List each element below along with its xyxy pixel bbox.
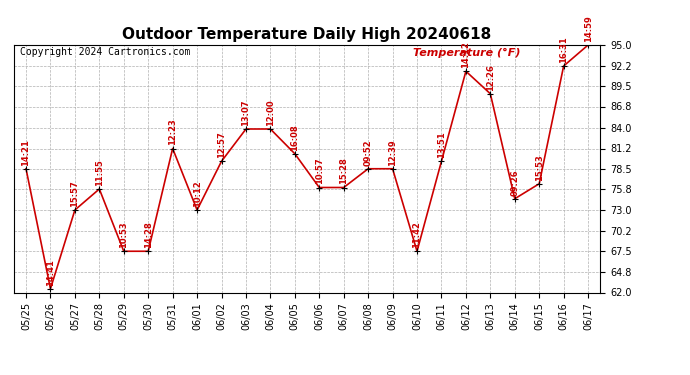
Text: 12:00: 12:00: [266, 99, 275, 126]
Text: 12:23: 12:23: [168, 119, 177, 146]
Text: 16:08: 16:08: [290, 124, 299, 151]
Text: 14:12: 14:12: [462, 41, 471, 68]
Text: 14:41: 14:41: [46, 259, 55, 286]
Text: 14:59: 14:59: [584, 15, 593, 42]
Text: 15:53: 15:53: [535, 154, 544, 181]
Text: 15:28: 15:28: [339, 158, 348, 184]
Text: Copyright 2024 Cartronics.com: Copyright 2024 Cartronics.com: [19, 48, 190, 57]
Text: 12:57: 12:57: [217, 132, 226, 158]
Text: 13:51: 13:51: [437, 132, 446, 158]
Title: Outdoor Temperature Daily High 20240618: Outdoor Temperature Daily High 20240618: [122, 27, 492, 42]
Text: 12:26: 12:26: [486, 64, 495, 91]
Text: Temperature (°F): Temperature (°F): [413, 48, 520, 57]
Text: 16:31: 16:31: [559, 36, 568, 63]
Text: 15:57: 15:57: [70, 180, 79, 207]
Text: 11:55: 11:55: [95, 159, 103, 186]
Text: 12:39: 12:39: [388, 139, 397, 166]
Text: 14:21: 14:21: [21, 139, 30, 166]
Text: 10:12: 10:12: [193, 180, 201, 207]
Text: 09:52: 09:52: [364, 139, 373, 166]
Text: 11:42: 11:42: [413, 221, 422, 248]
Text: 09:26: 09:26: [511, 169, 520, 196]
Text: 14:28: 14:28: [144, 222, 152, 248]
Text: 13:07: 13:07: [241, 99, 250, 126]
Text: 10:57: 10:57: [315, 158, 324, 184]
Text: 10:53: 10:53: [119, 222, 128, 248]
